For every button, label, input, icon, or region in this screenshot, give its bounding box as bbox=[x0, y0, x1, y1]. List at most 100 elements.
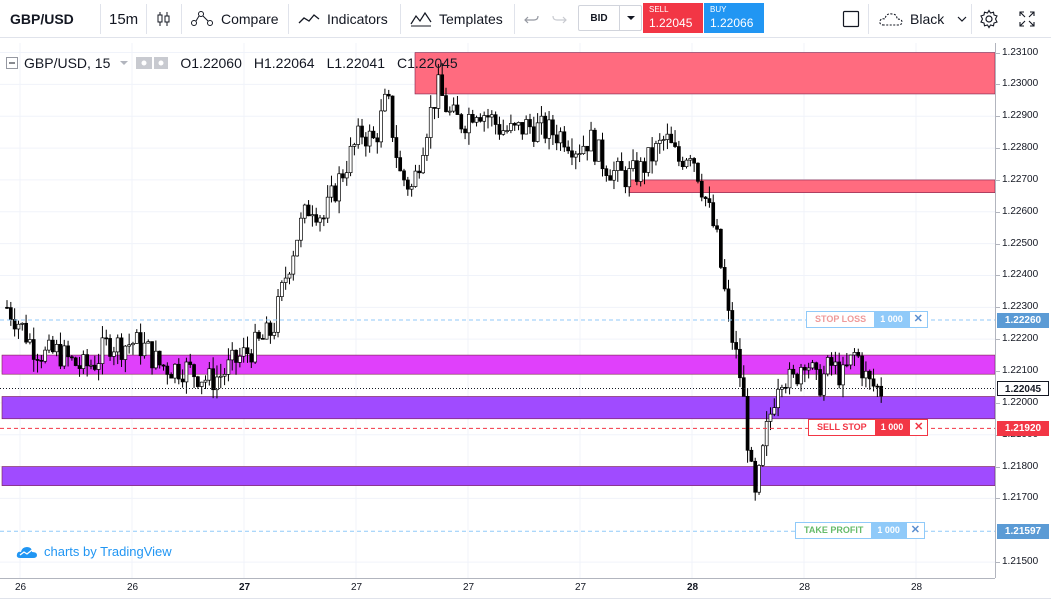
price-tick-label: 1.22900 bbox=[1002, 110, 1039, 122]
candle-body bbox=[486, 115, 490, 118]
take-profit-order[interactable]: TAKE PROFIT 1 000 ✕ bbox=[795, 522, 925, 540]
candle-body bbox=[352, 144, 357, 147]
price-tick-mark bbox=[996, 466, 1000, 468]
candle-body bbox=[154, 350, 158, 369]
candle-body bbox=[192, 364, 196, 378]
candle-body bbox=[344, 172, 349, 179]
candle-body bbox=[226, 359, 231, 375]
candle-body bbox=[692, 158, 696, 164]
candle-body bbox=[238, 355, 242, 363]
price-tick-label: 1.22200 bbox=[1002, 333, 1039, 345]
candle-body bbox=[207, 368, 212, 381]
stop-loss-order[interactable]: STOP LOSS 1 000 ✕ bbox=[806, 311, 928, 329]
candle-body bbox=[764, 421, 769, 447]
candle-body bbox=[413, 170, 418, 187]
candle-body bbox=[726, 288, 731, 311]
price-tick-mark bbox=[996, 275, 1000, 277]
candle-body bbox=[489, 114, 494, 118]
candle-body bbox=[367, 130, 372, 147]
candle-body bbox=[280, 282, 284, 297]
price-axis[interactable]: 1.23100 1.23000 1.22900 1.22800 1.22700 1.226… bbox=[995, 43, 1051, 578]
templates-button[interactable]: Templates bbox=[410, 0, 503, 38]
candle-body bbox=[738, 348, 742, 379]
sell-stop-order[interactable]: SELL STOP 1 000 ✕ bbox=[808, 419, 929, 437]
candle-body bbox=[257, 331, 261, 339]
price-tick-label: 1.22000 bbox=[1002, 396, 1039, 408]
candle-body bbox=[405, 179, 410, 190]
candle-body bbox=[77, 365, 82, 369]
candle-body bbox=[852, 352, 857, 356]
price-tick-mark bbox=[996, 179, 1000, 181]
candle-body bbox=[66, 345, 70, 358]
fullscreen-toggle[interactable] bbox=[842, 0, 860, 38]
take-profit-price-tag: 1.21597 bbox=[997, 523, 1049, 539]
chart-type-button[interactable] bbox=[155, 0, 173, 38]
candle-body bbox=[558, 131, 563, 144]
chevron-down-icon bbox=[619, 6, 641, 30]
price-tick-label: 1.22800 bbox=[1002, 142, 1039, 154]
price-tick-label: 1.21800 bbox=[1002, 460, 1039, 472]
price-source-select[interactable]: BID bbox=[578, 5, 642, 31]
indicators-button[interactable]: Indicators bbox=[298, 0, 388, 38]
candle-body bbox=[501, 130, 506, 135]
templates-label: Templates bbox=[439, 11, 503, 27]
candle-body bbox=[669, 133, 674, 144]
candle-body bbox=[104, 337, 109, 340]
candle-body bbox=[665, 133, 670, 140]
close-icon[interactable]: ✕ bbox=[909, 420, 927, 436]
candle-body bbox=[627, 168, 632, 188]
undo-button[interactable] bbox=[523, 0, 541, 38]
square-icon bbox=[842, 10, 860, 28]
compare-button[interactable]: Compare bbox=[190, 0, 279, 38]
candle-body bbox=[719, 228, 723, 268]
candle-body bbox=[802, 367, 807, 371]
buy-label: BUY bbox=[710, 5, 727, 14]
price-tick-label: 1.23100 bbox=[1002, 46, 1039, 58]
price-chart[interactable] bbox=[0, 43, 995, 578]
candle-body bbox=[570, 150, 574, 158]
symbol-search[interactable]: GBP/USD bbox=[10, 11, 74, 27]
candle-body bbox=[291, 255, 296, 275]
candle-body bbox=[96, 363, 101, 370]
time-tick-label: 28 bbox=[799, 582, 811, 593]
candle-body bbox=[829, 357, 834, 366]
settings-button[interactable] bbox=[979, 0, 999, 38]
candle-body bbox=[321, 217, 326, 220]
candle-body bbox=[715, 225, 719, 230]
candle-body bbox=[28, 339, 32, 343]
price-tick-mark bbox=[996, 339, 1000, 341]
candle-body bbox=[707, 198, 712, 203]
candle-body bbox=[89, 364, 93, 367]
resistance-zone bbox=[628, 179, 995, 193]
candle-body bbox=[463, 128, 467, 134]
candle-body bbox=[791, 368, 796, 375]
price-tick-mark bbox=[996, 498, 1000, 500]
candle-body bbox=[768, 413, 773, 422]
interval-button[interactable]: 15m bbox=[109, 10, 139, 28]
theme-select[interactable]: Black bbox=[878, 0, 968, 38]
price-tick-mark bbox=[996, 371, 1000, 372]
buy-button[interactable]: BUY 1.22066 bbox=[704, 3, 764, 33]
time-axis[interactable]: 26 26 27 27 27 27 28 28 28 bbox=[0, 578, 995, 598]
candle-body bbox=[123, 345, 128, 360]
candle-body bbox=[276, 296, 280, 333]
close-icon[interactable]: ✕ bbox=[905, 523, 924, 539]
close-icon[interactable]: ✕ bbox=[908, 312, 927, 328]
candle-body bbox=[650, 147, 654, 162]
chart-legend: GBP/USD, 15 O1.22060 H1.22064 L1.22041 C… bbox=[6, 52, 458, 74]
redo-button[interactable] bbox=[550, 0, 568, 38]
candle-body bbox=[386, 93, 391, 97]
tradingview-branding[interactable]: charts by TradingView bbox=[16, 544, 172, 559]
candle-body bbox=[455, 104, 460, 115]
fullscreen-button[interactable] bbox=[1018, 0, 1036, 38]
eye-icon[interactable] bbox=[136, 57, 153, 69]
gear-icon[interactable] bbox=[154, 57, 169, 69]
sell-button[interactable]: SELL 1.22045 bbox=[643, 3, 703, 33]
price-tick-label: 1.21500 bbox=[1002, 556, 1039, 568]
collapse-icon[interactable] bbox=[6, 57, 18, 69]
candle-body bbox=[844, 364, 849, 367]
candle-body bbox=[131, 343, 135, 346]
candles-icon bbox=[157, 12, 170, 26]
candle-body bbox=[657, 139, 662, 144]
candle-body bbox=[390, 95, 395, 138]
